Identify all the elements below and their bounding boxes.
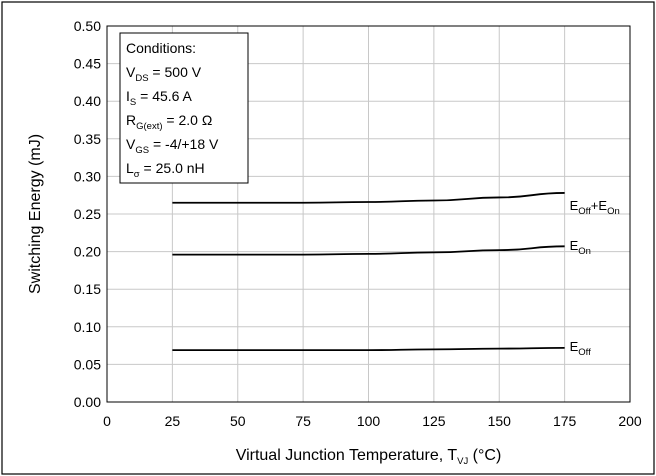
series-label-eoff-plus-eon: EOff+EOn (570, 198, 620, 217)
x-tick-label: 200 (618, 413, 642, 429)
condition-line: IS = 45.6 A (126, 88, 193, 108)
y-tick-label: 0.00 (74, 394, 101, 410)
y-tick-labels: 0.00 0.05 0.10 0.15 0.20 0.25 0.30 0.35 0.40 0.45… (74, 18, 101, 410)
y-tick-label: 0.05 (74, 356, 101, 372)
conditions-title: Conditions: (126, 40, 196, 56)
series-line-eon (172, 245, 565, 256)
conditions-box: Conditions: VDS = 500 V IS = 45.6 A RG(ext)… (119, 32, 249, 184)
series-label-eoff: EOff (570, 339, 592, 358)
y-tick-label: 0.20 (74, 244, 101, 260)
series-layer (172, 192, 565, 352)
x-tick-labels: 0 25 50 75 100 125 150 175 200 (103, 413, 642, 429)
y-tick-label: 0.35 (74, 131, 101, 147)
series-labels: EOff+EOn EOn EOff (570, 198, 620, 358)
series-label-eon: EOn (570, 238, 591, 257)
y-tick-label: 0.45 (74, 56, 101, 72)
x-tick-label: 150 (488, 413, 512, 429)
y-tick-label: 0.40 (74, 93, 101, 109)
x-tick-label: 175 (553, 413, 577, 429)
x-axis-title: Virtual Junction Temperature, TVJ (°C) (236, 447, 502, 467)
series-line-eoff-plus-eon (172, 192, 565, 204)
x-tick-label: 125 (422, 413, 446, 429)
x-tick-label: 100 (357, 413, 381, 429)
y-tick-label: 0.50 (74, 18, 101, 34)
y-tick-label: 0.25 (74, 206, 101, 222)
condition-line: RG(ext) = 2.0 Ω (126, 112, 212, 132)
x-tick-label: 75 (295, 413, 311, 429)
plot-frame (106, 25, 631, 403)
condition-line: VGS = -4/+18 V (126, 136, 219, 156)
x-tick-label: 0 (103, 413, 111, 429)
condition-line: Lσ = 25.0 nH (126, 160, 205, 180)
y-axis-title: Switching Energy (mJ) (27, 134, 44, 294)
x-tick-label: 25 (165, 413, 181, 429)
condition-line: VDS = 500 V (126, 64, 202, 84)
y-tick-label: 0.30 (74, 168, 101, 184)
conditions-frame (119, 32, 249, 184)
y-tick-label: 0.10 (74, 319, 101, 335)
x-tick-label: 50 (230, 413, 246, 429)
series-line-eoff (172, 346, 565, 352)
y-tick-label: 0.15 (74, 281, 101, 297)
